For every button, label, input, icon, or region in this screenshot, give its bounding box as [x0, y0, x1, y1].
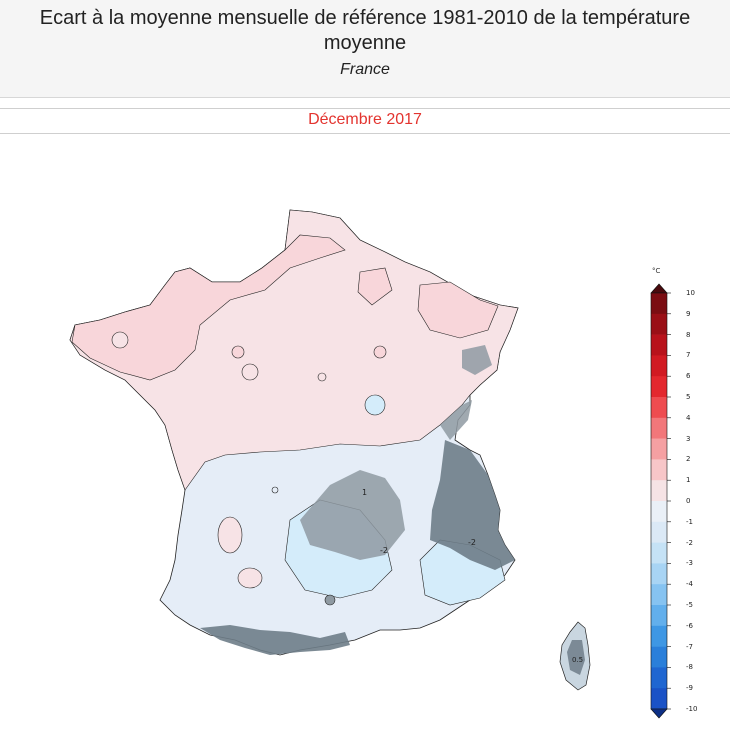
colorbar-block: [651, 397, 667, 419]
relief-massif-central: [300, 470, 405, 560]
colorbar-block: [651, 521, 667, 543]
colorbar-tick-label: -2: [686, 538, 693, 547]
isoline-circle: [364, 394, 386, 416]
relief-alps: [430, 440, 515, 570]
colorbar: [650, 283, 671, 719]
warm-zone-northeast: [417, 281, 499, 339]
chart-subtitle: France: [340, 61, 390, 78]
isoline-circle: [373, 345, 387, 359]
colorbar-block: [651, 417, 667, 439]
isoline-circle: [241, 363, 259, 381]
colorbar-tick-label: 10: [686, 289, 695, 297]
colorbar-block: [651, 355, 667, 377]
warm-zone-center: [357, 267, 393, 306]
colorbar-block: [651, 605, 667, 627]
colorbar-block: [651, 646, 667, 668]
colorbar-block: [651, 542, 667, 564]
colorbar-tick-label: -8: [686, 663, 693, 672]
colorbar-block: [651, 688, 667, 710]
corsica-relief: [567, 640, 585, 675]
chart-title: Ecart à la moyenne mensuelle de référenc…: [39, 7, 691, 54]
colorbar-tick-label: 2: [686, 455, 691, 464]
isoline-circle: [111, 331, 129, 349]
colorbar-tick-label: -1: [686, 517, 693, 526]
colorbar-tick-label: -9: [686, 684, 693, 693]
colorbar-tick-label: -7: [686, 642, 693, 651]
colorbar-tick-label: 3: [686, 434, 691, 443]
colorbar-block: [651, 625, 667, 647]
divider-bottom: [0, 133, 730, 134]
colorbar-block: [651, 459, 667, 481]
colorbar-tick-label: 1: [686, 476, 691, 485]
colorbar-end-bottom: [650, 708, 668, 719]
colorbar-tick-label: 7: [686, 351, 691, 360]
colorbar-block: [651, 480, 667, 502]
colorbar-unit: °C: [652, 267, 661, 275]
colorbar-tick-label: 9: [686, 309, 691, 318]
isoline-circle: [324, 594, 336, 606]
contour-label: -2: [468, 538, 476, 547]
isoline-circle: [317, 372, 327, 382]
colorbar-tick-label: 5: [686, 393, 691, 401]
colorbar-tick-label: 4: [686, 413, 691, 422]
colorbar-block: [651, 667, 667, 689]
warm-zone-west: [71, 234, 346, 381]
relief-jura: [440, 400, 472, 440]
contour-label: 1: [362, 488, 367, 497]
month-label: Décembre 2017: [308, 111, 422, 128]
colorbar-block: [651, 376, 667, 398]
relief-vosges: [462, 345, 492, 375]
divider-top: [0, 108, 730, 109]
colorbar-block: [651, 584, 667, 606]
contour-label: -2: [380, 546, 388, 555]
isoline-circle: [237, 567, 263, 589]
colorbar-block: [651, 438, 667, 460]
colorbar-block: [651, 334, 667, 356]
isoline-circle: [271, 486, 279, 494]
colorbar-tick-label: -6: [686, 621, 693, 630]
colorbar-tick-label: -4: [686, 580, 693, 589]
colorbar-block: [651, 293, 667, 315]
colorbar-end-top: [650, 283, 668, 294]
colorbar-block: [651, 563, 667, 585]
colorbar-tick-label: -5: [686, 601, 693, 609]
colorbar-block: [651, 501, 667, 523]
colorbar-tick-label: -10: [686, 705, 698, 713]
isoline-circle: [217, 516, 243, 554]
colorbar-tick-label: 0: [686, 497, 691, 505]
contour-label: 0.5: [572, 656, 583, 664]
colorbar-tick-label: 8: [686, 330, 691, 339]
colorbar-tick-label: 6: [686, 372, 691, 381]
isoline-circle: [231, 345, 245, 359]
relief-pyrenees: [200, 625, 350, 655]
colorbar-tick-label: -3: [686, 559, 693, 568]
header-panel: Ecart à la moyenne mensuelle de référenc…: [0, 0, 730, 98]
colorbar-block: [651, 313, 667, 335]
